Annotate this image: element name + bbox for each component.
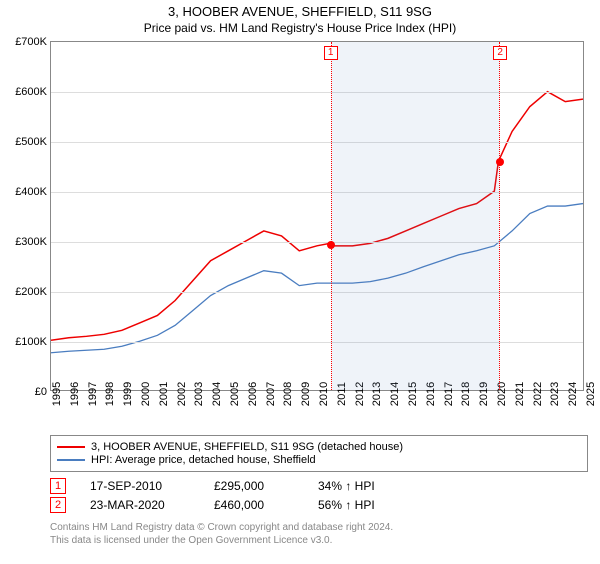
sale-marker-dot [327, 241, 335, 249]
y-axis-label: £500K [15, 136, 47, 148]
x-axis-label: 1997 [87, 382, 99, 406]
chart-subtitle: Price paid vs. HM Land Registry's House … [0, 21, 600, 35]
x-axis-label: 2025 [585, 382, 597, 406]
plot-area: £0£100K£200K£300K£400K£500K£600K£700K199… [50, 41, 584, 391]
y-gridline [51, 242, 583, 243]
sale-marker-dot [496, 158, 504, 166]
legend-swatch [57, 446, 85, 448]
legend: 3, HOOBER AVENUE, SHEFFIELD, S11 9SG (de… [50, 435, 588, 472]
x-axis-label: 2002 [176, 382, 188, 406]
footer-attribution: Contains HM Land Registry data © Crown c… [50, 521, 588, 547]
y-gridline [51, 142, 583, 143]
x-axis-label: 2021 [514, 382, 526, 406]
chart-area: £0£100K£200K£300K£400K£500K£600K£700K199… [50, 41, 584, 391]
sale-id-box: 2 [50, 497, 66, 513]
x-axis-label: 2010 [318, 382, 330, 406]
y-axis-label: £600K [15, 86, 47, 98]
y-axis-label: £400K [15, 186, 47, 198]
sale-row: 2 23-MAR-2020 £460,000 56% ↑ HPI [50, 497, 588, 513]
series-line-hpi [51, 204, 583, 353]
series-line-property [51, 92, 583, 341]
x-axis-label: 2022 [532, 382, 544, 406]
legend-label: 3, HOOBER AVENUE, SHEFFIELD, S11 9SG (de… [91, 441, 403, 453]
sale-delta: 56% ↑ HPI [318, 498, 375, 512]
y-axis-label: £300K [15, 236, 47, 248]
x-axis-label: 1999 [122, 382, 134, 406]
chart-title: 3, HOOBER AVENUE, SHEFFIELD, S11 9SG [0, 4, 600, 19]
x-axis-label: 1995 [51, 382, 63, 406]
y-gridline [51, 292, 583, 293]
x-axis-label: 1998 [104, 382, 116, 406]
x-axis-label: 2009 [300, 382, 312, 406]
sale-date: 17-SEP-2010 [90, 479, 190, 493]
y-axis-label: £200K [15, 286, 47, 298]
x-axis-label: 2001 [158, 382, 170, 406]
sale-row: 1 17-SEP-2010 £295,000 34% ↑ HPI [50, 478, 588, 494]
y-axis-label: £0 [35, 386, 47, 398]
legend-swatch [57, 459, 85, 461]
y-axis-label: £100K [15, 336, 47, 348]
x-axis-label: 2024 [567, 382, 579, 406]
x-axis-label: 2005 [229, 382, 241, 406]
y-gridline [51, 342, 583, 343]
y-axis-label: £700K [15, 36, 47, 48]
x-axis-label: 2008 [282, 382, 294, 406]
sale-date: 23-MAR-2020 [90, 498, 190, 512]
y-gridline [51, 192, 583, 193]
x-axis-label: 2000 [140, 382, 152, 406]
sale-marker-label: 2 [493, 46, 507, 60]
sale-marker-label: 1 [324, 46, 338, 60]
sale-id-box: 1 [50, 478, 66, 494]
legend-row: HPI: Average price, detached house, Shef… [57, 454, 581, 466]
legend-label: HPI: Average price, detached house, Shef… [91, 454, 316, 466]
x-axis-label: 2003 [193, 382, 205, 406]
x-axis-label: 2023 [549, 382, 561, 406]
legend-row: 3, HOOBER AVENUE, SHEFFIELD, S11 9SG (de… [57, 441, 581, 453]
sale-price: £295,000 [214, 479, 294, 493]
sale-delta: 34% ↑ HPI [318, 479, 375, 493]
sale-table: 1 17-SEP-2010 £295,000 34% ↑ HPI 2 23-MAR-202… [50, 478, 588, 513]
x-axis-label: 2006 [247, 382, 259, 406]
shaded-region [331, 42, 500, 390]
line-svg [51, 42, 583, 390]
y-gridline [51, 92, 583, 93]
footer-line: This data is licensed under the Open Gov… [50, 534, 588, 547]
sale-price: £460,000 [214, 498, 294, 512]
x-axis-label: 2004 [211, 382, 223, 406]
x-axis-label: 2007 [265, 382, 277, 406]
x-axis-label: 1996 [69, 382, 81, 406]
footer-line: Contains HM Land Registry data © Crown c… [50, 521, 588, 534]
